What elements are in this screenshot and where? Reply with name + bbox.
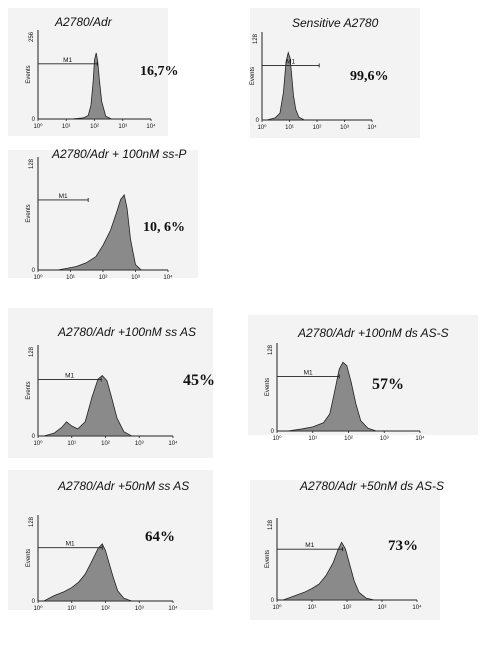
x-tick-label: 10⁰ (33, 123, 43, 130)
x-tick-label: 10¹ (67, 606, 76, 612)
histogram-area (43, 543, 132, 602)
marker-label: M1 (286, 58, 295, 65)
x-tick-label: 10² (313, 125, 322, 131)
x-tick-label: 10⁴ (163, 274, 173, 281)
x-tick-label: 10² (90, 124, 99, 130)
panel-title: A2780/Adr +50nM ds AS-S (299, 479, 444, 493)
x-tick-label: 10¹ (62, 124, 71, 130)
panel-title: A2780/Adr +100nM ds AS-S (297, 326, 449, 340)
percentage-annotation: 73% (388, 538, 418, 554)
percentage-annotation: 45% (183, 372, 215, 389)
x-tick-label: 10² (99, 275, 108, 281)
histogram-panel-5: A2780/Adr +100nM ds AS-S 128 0 Events 10⁰ 10¹… (248, 315, 478, 442)
panel-title: A2780/Adr (54, 15, 113, 29)
x-tick-label: 10³ (380, 436, 389, 442)
x-tick-label: 10⁰ (33, 440, 43, 447)
x-tick-label: 10⁴ (412, 604, 422, 611)
y-tick-label: 0 (32, 268, 36, 274)
y-tick-label: 128 (268, 519, 274, 530)
panel-title: A2780/Adr +100nM ss AS (57, 325, 196, 339)
x-tick-label: 10⁴ (146, 123, 156, 130)
y-tick-label: 256 (29, 31, 35, 42)
x-tick-label: 10¹ (308, 436, 317, 442)
y-axis-label: Events (26, 549, 32, 567)
histogram-area (57, 194, 143, 271)
x-tick-label: 10¹ (66, 275, 75, 281)
x-tick-label: 10² (343, 605, 352, 611)
histogram-panel-4: A2780/Adr +100nM ss AS 128 0 Events 10⁰ 10¹ 10… (8, 308, 215, 458)
y-axis-label: Events (26, 204, 32, 222)
x-tick-label: 10⁴ (168, 605, 178, 612)
y-tick-label: 0 (32, 434, 36, 440)
x-tick-label: 10⁴ (168, 440, 178, 447)
marker-label: M1 (59, 193, 68, 200)
histogram-area (71, 52, 112, 120)
x-tick-label: 10² (101, 606, 110, 612)
x-tick-label: 10¹ (67, 441, 76, 447)
histogram-area (283, 541, 375, 601)
y-tick-label: 0 (271, 429, 275, 435)
y-tick-label: 128 (29, 158, 35, 169)
percentage-annotation: 57% (372, 376, 404, 393)
marker-label: M1 (305, 542, 314, 549)
percentage-annotation: 10, 6% (143, 220, 185, 235)
histogram-area (266, 51, 305, 121)
marker-label: M1 (63, 57, 72, 64)
y-axis-label: Events (26, 65, 32, 83)
y-tick-label: 0 (271, 598, 275, 604)
panel-background (248, 315, 478, 435)
y-tick-label: 0 (32, 599, 36, 605)
panel-title: A2780/Adr + 100nM ss-P (51, 147, 186, 161)
y-axis-label: Events (265, 550, 271, 568)
x-tick-label: 10⁰ (272, 435, 282, 442)
histogram-panel-7: A2780/Adr +50nM ds AS-S 128 0 Events 10⁰ 10¹ 1… (250, 479, 444, 620)
x-tick-label: 10¹ (285, 125, 294, 131)
y-axis-label: Events (26, 381, 32, 399)
x-tick-label: 10³ (378, 605, 387, 611)
y-tick-label: 0 (32, 117, 36, 123)
x-tick-label: 10³ (135, 606, 144, 612)
x-tick-label: 10⁰ (33, 274, 43, 281)
y-axis-label: Events (265, 378, 271, 396)
y-tick-label: 128 (268, 344, 274, 355)
x-tick-label: 10⁴ (415, 435, 425, 442)
percentage-annotation: 16,7% (140, 64, 179, 79)
x-tick-label: 10² (101, 441, 110, 447)
x-tick-label: 10² (344, 436, 353, 442)
panel-background (8, 8, 168, 136)
x-tick-label: 10³ (131, 275, 140, 281)
y-tick-label: 0 (256, 118, 260, 124)
marker-label: M1 (66, 541, 75, 548)
x-tick-label: 10⁴ (367, 124, 377, 131)
panel-title: Sensitive A2780 (292, 16, 379, 30)
y-tick-label: 128 (253, 33, 259, 44)
x-tick-label: 10⁰ (272, 604, 282, 611)
histogram-area (287, 361, 377, 432)
x-tick-label: 10⁰ (33, 605, 43, 612)
histogram-panel-3: A2780/Adr + 100nM ss-P 128 0 Events 10⁰ 10¹ 10… (8, 147, 198, 281)
histogram-panel-1: A2780/Adr 256 0 Events 10⁰ 10¹ 10² 10³ 10⁴ M1 16,7… (8, 8, 179, 136)
y-axis-label: Events (250, 67, 256, 85)
histogram-area (43, 375, 132, 437)
y-tick-label: 128 (29, 346, 35, 357)
y-tick-label: 128 (29, 516, 35, 527)
x-tick-label: 10³ (135, 441, 144, 447)
x-tick-label: 10⁰ (257, 124, 267, 131)
x-tick-label: 10³ (118, 124, 127, 130)
x-tick-label: 10³ (340, 125, 349, 131)
percentage-annotation: 64% (145, 529, 175, 545)
panel-title: A2780/Adr +50nM ss AS (57, 479, 189, 493)
marker-label: M1 (65, 373, 74, 380)
marker-label: M1 (304, 369, 313, 376)
percentage-annotation: 99,6% (350, 69, 389, 84)
histogram-panel-2: Sensitive A2780 128 0 Events 10⁰ 10¹ 10² 10³ 10⁴… (250, 8, 420, 138)
x-tick-label: 10¹ (308, 605, 317, 611)
histogram-panel-6: A2780/Adr +50nM ss AS 128 0 Events 10⁰ 10¹ 10²… (8, 470, 213, 612)
